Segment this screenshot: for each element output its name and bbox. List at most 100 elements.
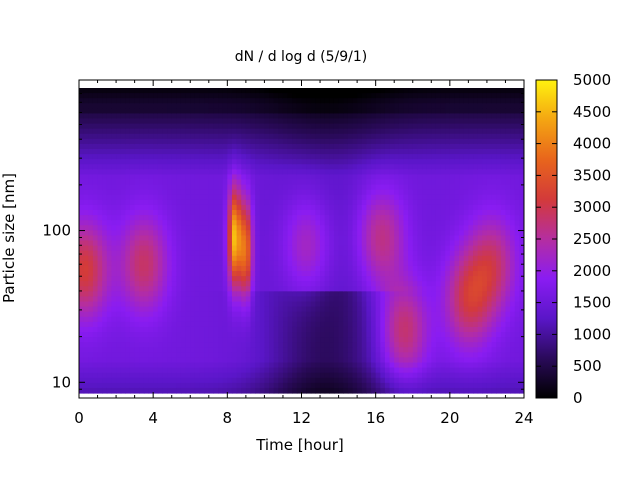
heatmap-cell: [343, 265, 349, 272]
heatmap-cell: [245, 240, 252, 247]
heatmap-cell: [292, 342, 298, 348]
heatmap-cell: [227, 387, 233, 394]
heatmap-cell: [394, 108, 400, 115]
heatmap-cell: [139, 387, 145, 394]
heatmap-cell: [431, 138, 437, 145]
heatmap-cell: [134, 301, 140, 308]
heatmap-cell: [218, 113, 224, 120]
heatmap-cell: [338, 194, 344, 201]
heatmap-cell: [120, 159, 126, 165]
heatmap-cell: [134, 296, 140, 303]
heatmap-cell: [329, 311, 335, 318]
heatmap-cell: [180, 301, 187, 308]
heatmap-cell: [139, 149, 145, 155]
heatmap-cell: [273, 357, 279, 364]
heatmap-cell: [333, 199, 340, 206]
heatmap-cell: [134, 220, 140, 226]
heatmap-cell: [352, 215, 358, 221]
heatmap-cell: [111, 337, 117, 343]
heatmap-cell: [375, 179, 381, 186]
heatmap-cell: [171, 377, 177, 384]
heatmap-cell: [338, 174, 344, 181]
heatmap-cell: [333, 235, 340, 242]
heatmap-cell: [329, 332, 335, 338]
heatmap-cell: [287, 382, 293, 389]
heatmap-cell: [222, 250, 228, 257]
heatmap-cell: [167, 204, 173, 211]
heatmap-cell: [120, 357, 126, 364]
heatmap-cell: [417, 220, 423, 226]
heatmap-cell: [157, 194, 164, 201]
heatmap-cell: [306, 271, 312, 277]
heatmap-cell: [352, 210, 358, 216]
heatmap-cell: [449, 362, 456, 369]
heatmap-cell: [222, 352, 228, 359]
heatmap-cell: [324, 103, 330, 109]
heatmap-cell: [227, 316, 233, 323]
heatmap-cell: [384, 113, 391, 120]
heatmap-cell: [171, 103, 177, 109]
heatmap-cell: [282, 159, 289, 165]
heatmap-cell: [431, 382, 437, 389]
heatmap-cell: [102, 250, 108, 257]
heatmap-cell: [347, 291, 354, 298]
heatmap-cell: [269, 352, 275, 359]
heatmap-cell: [315, 296, 321, 303]
heatmap-cell: [231, 265, 238, 272]
heatmap-cell: [422, 286, 428, 292]
heatmap-cell: [79, 225, 85, 231]
heatmap-cell: [134, 326, 140, 333]
heatmap-cell: [194, 316, 201, 323]
heatmap-cell: [366, 113, 372, 120]
heatmap-cell: [435, 210, 442, 216]
heatmap-cell: [375, 332, 381, 338]
heatmap-cell: [241, 260, 247, 267]
heatmap-cell: [310, 133, 317, 140]
heatmap-cell: [79, 199, 85, 206]
heatmap-cell: [231, 93, 238, 99]
heatmap-cell: [199, 164, 205, 170]
heatmap-cell: [171, 271, 177, 277]
heatmap-cell: [269, 215, 275, 221]
heatmap-cell: [306, 306, 312, 313]
heatmap-cell: [426, 296, 432, 303]
heatmap-cell: [255, 342, 261, 348]
heatmap-cell: [301, 189, 307, 196]
heatmap-cell: [204, 108, 210, 115]
heatmap-cell: [375, 199, 381, 206]
heatmap-cell: [408, 174, 414, 181]
heatmap-cell: [125, 250, 131, 257]
heatmap-cell: [292, 159, 298, 165]
heatmap-cell: [148, 291, 154, 298]
heatmap-cell: [361, 204, 367, 211]
heatmap-cell: [329, 113, 335, 120]
heatmap-cell: [389, 332, 395, 338]
heatmap-cell: [269, 240, 275, 247]
heatmap-cell: [454, 108, 460, 115]
heatmap-cell: [282, 103, 289, 109]
heatmap-cell: [97, 271, 103, 277]
heatmap-cell: [315, 301, 321, 308]
heatmap-cell: [445, 138, 451, 145]
heatmap-cell: [403, 118, 409, 125]
heatmap-cell: [329, 362, 335, 369]
heatmap-cell: [162, 311, 168, 318]
heatmap-cell: [180, 337, 187, 343]
heatmap-cell: [269, 255, 275, 262]
heatmap-cell: [449, 113, 456, 120]
heatmap-cell: [143, 326, 150, 333]
heatmap-cell: [162, 220, 168, 226]
heatmap-cell: [273, 194, 279, 201]
heatmap-cell: [106, 235, 113, 242]
heatmap-cell: [236, 276, 242, 282]
heatmap-cell: [389, 311, 395, 318]
heatmap-cell: [176, 387, 182, 394]
heatmap-cell: [176, 164, 182, 170]
heatmap-cell: [389, 108, 395, 115]
heatmap-cell: [394, 291, 400, 298]
heatmap-cell: [269, 260, 275, 267]
heatmap-cell: [306, 276, 312, 282]
heatmap-cell: [459, 215, 465, 221]
heatmap-cell: [366, 164, 372, 170]
heatmap-cell: [273, 204, 279, 211]
